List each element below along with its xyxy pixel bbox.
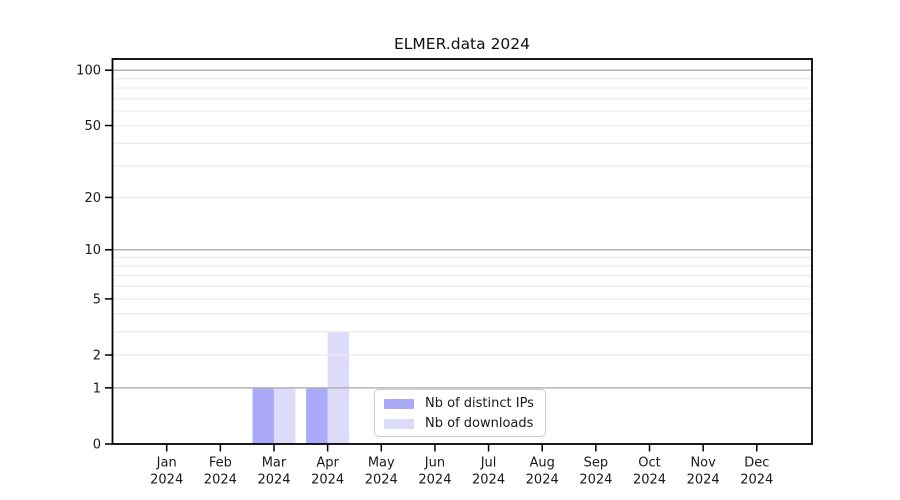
x-tick-label-year: 2024 [472, 473, 505, 488]
y-tick-label: 0 [93, 437, 101, 452]
x-tick-label-month: Dec [744, 456, 769, 471]
x-tick-label-year: 2024 [311, 473, 344, 488]
x-tick-label-year: 2024 [365, 473, 398, 488]
chart-title: ELMER.data 2024 [393, 35, 531, 53]
y-tick-label: 5 [93, 292, 101, 307]
x-tick-label-year: 2024 [418, 473, 451, 488]
x-tick-label-month: Sep [584, 456, 609, 471]
legend: Nb of distinct IPs Nb of downloads [374, 389, 546, 437]
x-tick-label-year: 2024 [740, 473, 773, 488]
x-tick-label-month: Nov [690, 456, 716, 471]
x-tick-label-month: Jul [480, 456, 497, 471]
legend-swatch-downloads [384, 419, 414, 429]
bar-nb-of-distinct-ips-apr [306, 387, 328, 444]
y-tick-label: 50 [84, 119, 101, 134]
x-tick-label-month: Apr [316, 456, 339, 471]
y-tick-label: 1 [93, 381, 101, 396]
x-tick-label-year: 2024 [204, 473, 237, 488]
y-tick-label: 100 [76, 64, 101, 79]
x-tick-label-month: Mar [262, 456, 287, 471]
x-tick-label-month: Jun [424, 456, 445, 471]
x-tick-label-month: May [368, 456, 395, 471]
x-tick-label-month: Aug [530, 456, 555, 471]
x-tick-label-month: Jan [156, 456, 177, 471]
x-tick-label-month: Feb [209, 456, 232, 471]
legend-item-distinct-ips: Nb of distinct IPs [375, 394, 545, 414]
y-tick-label: 10 [84, 243, 101, 258]
plot-border [111, 58, 813, 445]
legend-item-downloads: Nb of downloads [375, 414, 545, 434]
legend-swatch-distinct-ips [384, 399, 414, 409]
x-tick-label-month: Oct [638, 456, 660, 471]
legend-label-distinct-ips: Nb of distinct IPs [425, 396, 534, 411]
x-tick-label-year: 2024 [633, 473, 666, 488]
legend-label-downloads: Nb of downloads [425, 416, 534, 431]
x-tick-label-year: 2024 [526, 473, 559, 488]
bar-nb-of-distinct-ips-mar [252, 387, 274, 444]
x-tick-label-year: 2024 [687, 473, 720, 488]
y-tick-label: 2 [93, 348, 101, 363]
x-tick-label-year: 2024 [257, 473, 290, 488]
bar-nb-of-downloads-mar [273, 387, 296, 444]
x-tick-label-year: 2024 [579, 473, 612, 488]
y-tick-label: 20 [84, 191, 101, 206]
x-tick-label-year: 2024 [150, 473, 183, 488]
